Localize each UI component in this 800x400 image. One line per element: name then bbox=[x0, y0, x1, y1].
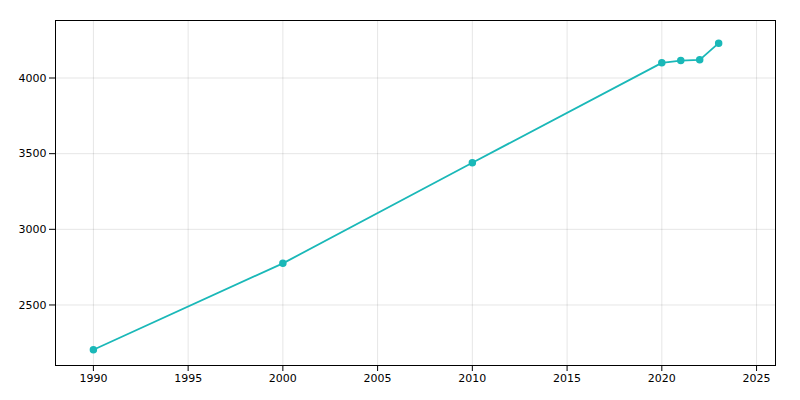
svg-text:2500: 2500 bbox=[19, 298, 47, 311]
svg-text:2015: 2015 bbox=[553, 372, 581, 385]
svg-text:2010: 2010 bbox=[458, 372, 486, 385]
svg-text:2005: 2005 bbox=[364, 372, 392, 385]
svg-text:3500: 3500 bbox=[19, 147, 47, 160]
svg-text:1990: 1990 bbox=[79, 372, 107, 385]
svg-text:2020: 2020 bbox=[648, 372, 676, 385]
svg-text:4000: 4000 bbox=[19, 72, 47, 85]
svg-text:1995: 1995 bbox=[174, 372, 202, 385]
svg-text:3000: 3000 bbox=[19, 223, 47, 236]
svg-text:2025: 2025 bbox=[743, 372, 771, 385]
svg-text:2000: 2000 bbox=[269, 372, 297, 385]
